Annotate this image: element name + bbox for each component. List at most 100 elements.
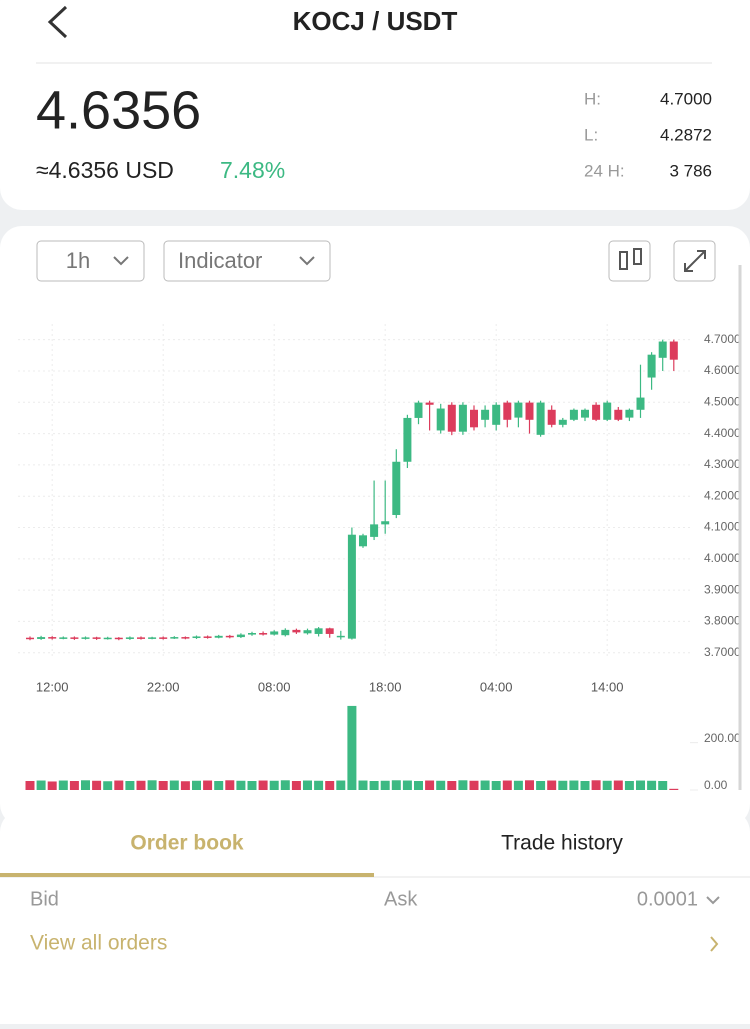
volume-bar: [214, 781, 224, 790]
candle-body: [569, 409, 578, 420]
volume-bar: [569, 780, 579, 790]
candle-body: [225, 635, 234, 638]
candle-body: [137, 637, 145, 639]
candle-body: [236, 634, 245, 638]
last-price: 4.6356: [36, 80, 201, 140]
volume-bar: [658, 781, 668, 790]
volume-bar: [303, 780, 312, 790]
candle-body: [192, 636, 201, 639]
candle-body: [481, 409, 490, 420]
candle-body: [70, 637, 79, 639]
candle-body: [303, 630, 312, 634]
x-tick-label: 04:00: [480, 679, 513, 694]
candle-body: [148, 637, 157, 639]
dropdown-icon: [299, 256, 315, 266]
view-all-orders[interactable]: View all orders: [30, 932, 167, 955]
interval-select[interactable]: [36, 240, 145, 282]
fullscreen-button[interactable]: [673, 240, 716, 282]
candle-body: [314, 628, 323, 634]
volume-bar: [103, 781, 113, 790]
volume-bar: [314, 780, 324, 790]
candle-body: [525, 402, 534, 420]
change: 7.48%: [220, 157, 285, 183]
volume-bar: [536, 781, 546, 790]
volume-bar: [225, 780, 235, 790]
x-tick-label: 22:00: [147, 679, 180, 694]
volume-bar: [325, 781, 335, 790]
candle-body: [547, 409, 556, 425]
candle-body: [647, 354, 656, 378]
candle-type-button[interactable]: [608, 240, 651, 282]
y-tick-label: 4.7000: [704, 332, 741, 346]
icon: [633, 248, 642, 265]
orders-card: [0, 810, 750, 1029]
ticker-card: [0, 0, 750, 210]
ask-header: Ask: [384, 888, 418, 910]
tab-order-book[interactable]: Order book: [130, 832, 244, 855]
volume-bar: [81, 780, 90, 790]
candle-body: [248, 633, 256, 635]
volume-bar: [114, 780, 124, 790]
volume-bar: [236, 780, 246, 790]
candle-body: [181, 637, 190, 639]
volume-bar: [269, 780, 279, 790]
tab-trade-history[interactable]: Trade history: [501, 832, 623, 855]
stat-label: 24 H:: [584, 161, 625, 180]
volume-bar: [547, 780, 557, 790]
candle-body: [203, 636, 212, 638]
back-button[interactable]: [47, 5, 68, 39]
candle-body: [603, 402, 612, 420]
y-tick-label: 4.0000: [704, 551, 741, 565]
candle-body: [447, 404, 456, 432]
candle-body: [592, 404, 601, 420]
candle-body: [581, 409, 589, 418]
volume-bar: [258, 780, 268, 790]
candle-body: [114, 637, 123, 640]
volume-bar: [280, 780, 290, 790]
candle-body: [159, 637, 168, 639]
dropdown-icon: [706, 896, 720, 905]
volume-bar: [602, 780, 612, 790]
volume-bar: [402, 780, 412, 790]
stat-value: 3 786: [669, 161, 712, 180]
volume-bar: [669, 788, 679, 790]
candle-body: [625, 409, 634, 418]
candle-body: [458, 404, 467, 432]
candle-body: [214, 635, 223, 638]
y-tick-label: 3.8000: [704, 614, 741, 628]
precision-select[interactable]: 0.0001: [637, 888, 698, 910]
candle-body: [403, 417, 412, 462]
y2-tick-label: 0.00: [704, 778, 728, 792]
indicator-label: Indicator: [178, 248, 262, 273]
candle-body: [37, 637, 46, 639]
candle-body: [125, 637, 134, 639]
button-frame: [673, 240, 716, 282]
chevron: [710, 936, 719, 952]
stat-label: L:: [584, 125, 598, 144]
volume-bar: [36, 780, 46, 790]
y2-tick-label: 200.00: [704, 731, 741, 745]
volume-bar: [58, 780, 68, 790]
indicator-select[interactable]: [163, 240, 331, 282]
volume-bar: [580, 781, 590, 790]
candle-body: [26, 637, 34, 640]
volume-bar: [391, 780, 401, 790]
y-tick-label: 4.2000: [704, 488, 741, 502]
candle-body: [470, 409, 478, 428]
volume-bar: [92, 780, 102, 790]
candle-body: [170, 637, 179, 639]
bid-header: Bid: [30, 888, 59, 910]
stat-value: 4.2872: [660, 125, 712, 144]
volume-bar: [425, 780, 435, 790]
y-tick-label: 4.1000: [704, 520, 741, 534]
pair-title: KOCJ / USDT: [293, 6, 458, 36]
volume-bar: [436, 780, 446, 790]
volume-bar: [636, 780, 645, 790]
x-tick-label: 14:00: [591, 679, 624, 694]
candle-body: [103, 637, 112, 640]
icon: [619, 251, 628, 270]
candle-body: [336, 635, 345, 638]
candle-body: [81, 637, 90, 639]
y-tick-label: 4.4000: [704, 426, 741, 440]
